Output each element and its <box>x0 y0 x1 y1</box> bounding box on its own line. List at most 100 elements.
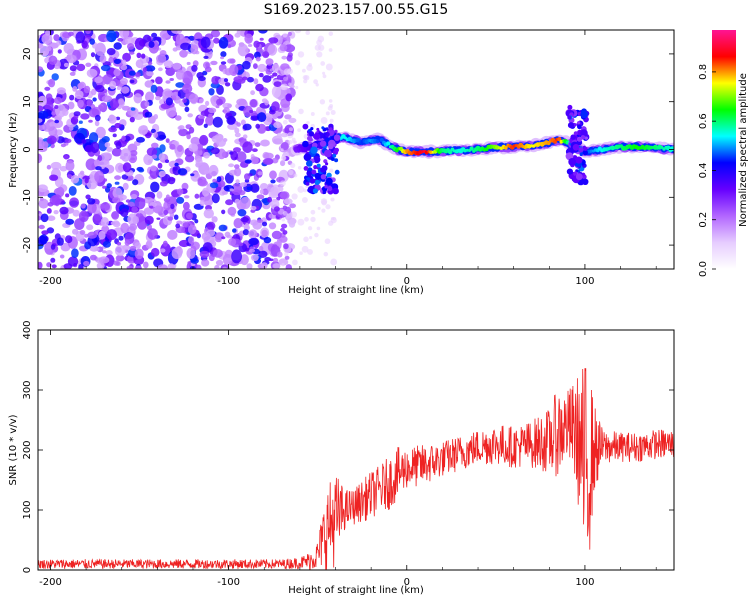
heatmap-burst-cell <box>324 149 332 158</box>
heatmap-cell <box>114 181 120 185</box>
heatmap-cell <box>268 37 279 44</box>
heatmap-cell <box>134 37 145 50</box>
heatmap-cell <box>134 72 141 77</box>
heatmap-cell <box>113 58 121 65</box>
heatmap-cell <box>187 113 193 118</box>
heatmap-cell <box>115 141 122 149</box>
heatmap-cell <box>273 121 282 129</box>
heatmap-cell <box>106 183 112 189</box>
heatmap-cell <box>143 153 154 166</box>
heatmap-y-tick-label: 0 <box>22 146 33 152</box>
heatmap-cell <box>171 247 183 260</box>
heatmap-cell <box>270 186 279 197</box>
heatmap-cell <box>143 261 149 269</box>
heatmap-cell <box>174 162 179 167</box>
heatmap-cell <box>73 111 81 117</box>
heatmap-cell <box>101 136 110 143</box>
heatmap-cell <box>168 209 173 214</box>
heatmap-cell <box>38 261 43 269</box>
heatmap-cell <box>240 119 246 126</box>
heatmap-cell <box>306 64 313 71</box>
heatmap-cell <box>250 156 259 165</box>
heatmap-cell <box>218 224 228 232</box>
heatmap-cell <box>268 222 277 230</box>
heatmap-cell <box>301 197 308 203</box>
heatmap-cell <box>86 99 93 107</box>
heatmap-burst-cell <box>567 115 572 120</box>
heatmap-cell <box>70 174 80 184</box>
heatmap-cell <box>149 205 154 209</box>
heatmap-cell <box>53 34 60 42</box>
heatmap-cell <box>112 187 123 199</box>
heatmap-cell <box>76 63 86 72</box>
heatmap-cell <box>228 163 235 168</box>
heatmap-cell <box>67 31 74 37</box>
heatmap-cell <box>329 168 334 173</box>
heatmap-cell <box>125 199 131 203</box>
heatmap-cell <box>321 208 326 213</box>
heatmap-cell <box>270 179 276 184</box>
heatmap-cell <box>165 80 171 84</box>
heatmap-burst-cell <box>314 179 320 186</box>
heatmap-cell <box>244 223 250 228</box>
snr-x-tick-label: -200 <box>39 577 62 588</box>
heatmap-cell <box>129 245 137 251</box>
heatmap-cell <box>41 33 53 45</box>
heatmap-cell <box>162 240 168 247</box>
heatmap-cell <box>100 217 110 227</box>
heatmap-cell <box>269 109 276 115</box>
heatmap-cell <box>175 115 182 121</box>
heatmap-cell <box>156 217 161 220</box>
heatmap-cell <box>69 197 80 208</box>
heatmap-cell <box>81 139 87 144</box>
heatmap-cell <box>175 69 185 80</box>
heatmap-cell <box>106 147 113 152</box>
heatmap-cell <box>48 55 58 65</box>
heatmap-cell <box>180 42 191 51</box>
heatmap-cell <box>102 185 107 189</box>
heatmap-burst-cell <box>575 156 583 164</box>
heatmap-cell <box>279 180 286 187</box>
heatmap-cell <box>228 68 233 74</box>
heatmap-burst-cell <box>316 127 320 131</box>
heatmap-cell <box>188 93 199 104</box>
heatmap-cell <box>39 197 44 202</box>
heatmap-cell <box>71 248 79 258</box>
heatmap-cell <box>69 71 76 76</box>
heatmap-cell <box>288 169 294 176</box>
heatmap-cell <box>209 182 219 189</box>
heatmap-cell <box>138 125 149 135</box>
heatmap-cell <box>182 98 187 104</box>
heatmap-cell <box>231 183 243 196</box>
heatmap-cell <box>64 155 69 160</box>
heatmap-cell <box>285 93 293 102</box>
heatmap-burst-cell <box>327 185 333 192</box>
heatmap-burst-cell <box>333 134 341 141</box>
heatmap-cell <box>38 110 49 119</box>
heatmap-cell <box>178 239 190 248</box>
heatmap-burst-cell <box>334 147 339 153</box>
heatmap-cell <box>182 222 190 228</box>
heatmap-cell <box>248 229 258 239</box>
heatmap-cell <box>96 262 105 269</box>
heatmap-cell <box>287 31 292 36</box>
heatmap-cell <box>203 169 210 175</box>
heatmap-cell <box>252 148 258 153</box>
heatmap-cell <box>90 141 100 154</box>
heatmap-cell <box>108 56 114 64</box>
heatmap-cell <box>234 127 240 134</box>
heatmap-cell <box>179 49 188 58</box>
heatmap-cell <box>267 196 272 203</box>
heatmap-ridge-cell <box>465 148 469 152</box>
heatmap-cell <box>57 49 62 54</box>
heatmap-cell <box>190 258 199 264</box>
heatmap-cell <box>293 173 298 178</box>
heatmap-burst-cell <box>314 172 322 180</box>
heatmap-cell <box>234 132 241 138</box>
heatmap-cell <box>124 239 131 246</box>
heatmap-cell <box>94 120 100 127</box>
heatmap-burst-cell <box>309 178 316 184</box>
heatmap-cell <box>145 91 154 103</box>
heatmap-cell <box>156 54 167 64</box>
